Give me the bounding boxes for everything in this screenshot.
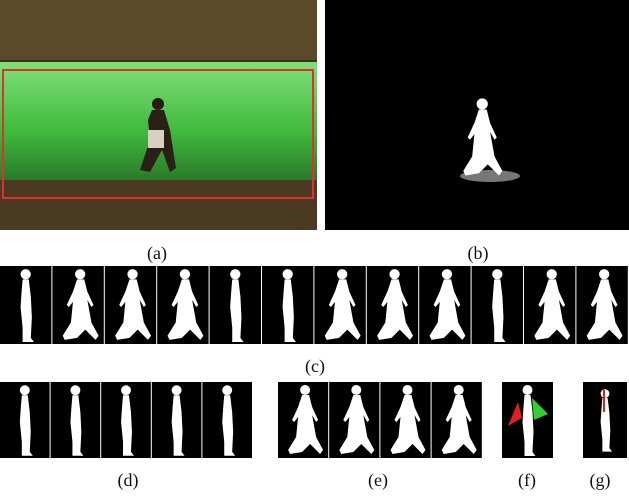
caption: (c) [305,356,325,377]
frame-f [502,382,553,458]
caption: (e) [368,470,388,491]
caption: (b) [468,243,489,264]
sequence-e [278,382,482,458]
figure: (a) (b) (c) (d) (e) (f) (g) [0,0,629,497]
sequence-d [0,382,252,458]
caption: (g) [590,470,611,491]
photo-a [0,0,317,230]
caption: (f) [518,470,536,491]
caption: (a) [147,243,167,264]
caption: (d) [118,470,139,491]
mask-b [325,0,629,230]
frame-g [583,382,627,458]
sequence-c [0,266,628,344]
